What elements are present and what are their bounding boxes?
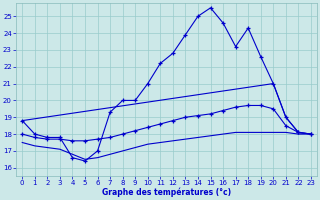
X-axis label: Graphe des températures (°c): Graphe des températures (°c): [102, 188, 231, 197]
